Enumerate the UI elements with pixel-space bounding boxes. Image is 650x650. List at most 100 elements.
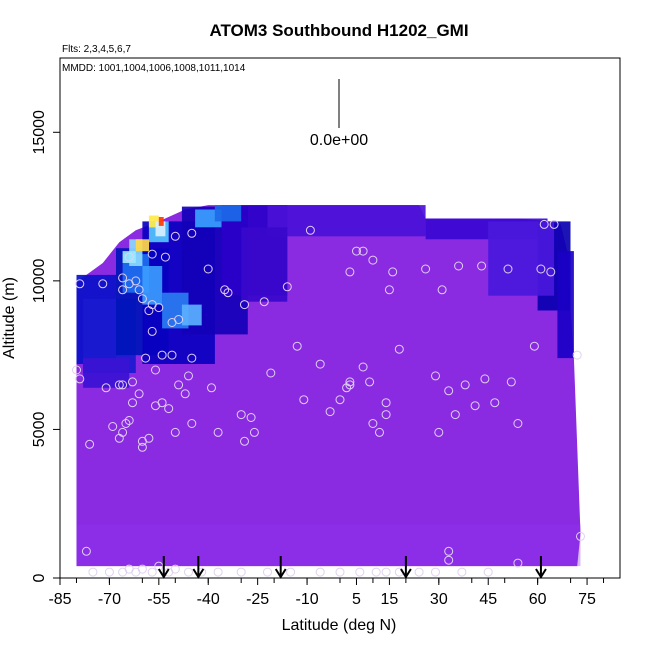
flight-arrow-head [157, 568, 170, 579]
profile-point [263, 567, 272, 577]
profile-point [454, 261, 464, 271]
profile-point [503, 264, 513, 274]
y-tick-label: 10000 [31, 259, 48, 304]
profile-point [134, 285, 144, 295]
profile-point [213, 427, 223, 437]
profile-point [352, 246, 361, 256]
profile-point [480, 374, 490, 384]
profile-point [246, 413, 256, 422]
profile-point [213, 567, 223, 577]
field-cell [155, 221, 166, 237]
profile-points [72, 219, 585, 577]
profile-point [477, 261, 487, 271]
flight-arrow-head [274, 568, 287, 579]
field-cell [135, 239, 149, 252]
profile-point [157, 398, 167, 408]
y-tick-label: 15000 [31, 110, 48, 155]
profile-point [223, 288, 233, 298]
profile-point [259, 297, 269, 307]
profile-point [299, 395, 309, 405]
flight-arrow [535, 556, 547, 579]
profile-point [174, 315, 184, 324]
profile-point [134, 389, 144, 399]
profile-point [118, 273, 128, 283]
profile-point [75, 374, 85, 384]
profile-point [394, 344, 404, 354]
dates-subtitle: MMDD: 1001,1004,1006,1008,1011,1014 [62, 63, 246, 74]
profile-point [164, 404, 174, 414]
profile-point [203, 264, 213, 274]
flight-arrow [157, 556, 170, 579]
concentration-field [76, 205, 581, 567]
field-cell [267, 205, 426, 237]
flight-arrow-head [400, 568, 412, 579]
field-cell [181, 304, 202, 326]
field-cell [158, 217, 164, 226]
profile-point [450, 410, 460, 420]
profile-point [431, 567, 440, 577]
profile-point [536, 264, 546, 274]
profile-point [180, 389, 190, 399]
profile-point [355, 567, 365, 577]
profile-point [315, 567, 325, 577]
profile-point [444, 386, 454, 396]
profile-point [421, 264, 431, 274]
y-tick-label: 5000 [31, 412, 48, 448]
profile-point [368, 419, 378, 428]
profile-point [124, 416, 134, 425]
x-tick-label: -40 [197, 591, 220, 608]
flight-arrow-head [535, 568, 547, 579]
profile-point [345, 380, 355, 390]
x-tick-label: -10 [295, 591, 318, 608]
profile-point [292, 341, 302, 351]
profile-point [368, 255, 378, 265]
x-tick-label: 15 [381, 591, 399, 608]
profile-point [81, 546, 91, 556]
flight-arrow [400, 556, 412, 579]
x-axis-label: Latitude (deg N) [282, 617, 397, 634]
profile-point [249, 427, 259, 437]
y-tick-label: 0 [31, 573, 48, 582]
profile-point [529, 341, 539, 351]
profile-point [282, 282, 292, 292]
profile-point [437, 285, 447, 295]
profile-point [240, 300, 249, 310]
profile-point [187, 353, 197, 363]
profile-point [121, 419, 131, 428]
profile-point [414, 567, 424, 577]
profile-point [187, 419, 197, 428]
profile-point [170, 231, 180, 241]
profile-point [85, 439, 95, 449]
profile-point [444, 546, 454, 556]
profile-point [160, 252, 170, 262]
profile-point [434, 427, 444, 437]
profile-point [124, 252, 134, 262]
x-tick-label: -25 [246, 591, 269, 608]
profile-point [144, 433, 154, 443]
profile-point [358, 362, 368, 372]
profile-point [444, 555, 454, 565]
profile-point [457, 567, 467, 577]
flight-arrow [274, 556, 287, 579]
flight-arrow [192, 556, 205, 579]
profile-point [147, 567, 157, 577]
profile-point [137, 294, 147, 304]
profile-point [506, 377, 516, 387]
profile-point [174, 380, 184, 390]
profile-point [167, 350, 177, 360]
profile-point [151, 365, 160, 375]
profile-point [147, 249, 157, 259]
profile-point [118, 427, 128, 437]
y-axis: 0 5000 10000 15000 [31, 110, 60, 582]
profile-point [170, 427, 180, 437]
colorbar-value-label: 0.0e+00 [310, 132, 368, 149]
profile-point [305, 225, 315, 235]
x-tick-label: 75 [578, 591, 596, 608]
profile-point [490, 398, 500, 408]
profile-point [539, 219, 549, 229]
x-tick-label: 60 [529, 591, 547, 608]
profile-point [184, 371, 193, 381]
field-cell [83, 358, 130, 388]
profile-point [236, 410, 246, 420]
